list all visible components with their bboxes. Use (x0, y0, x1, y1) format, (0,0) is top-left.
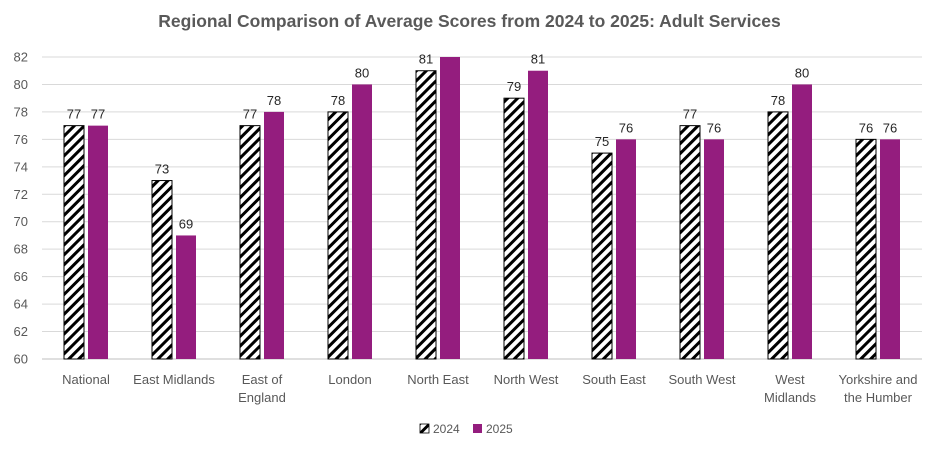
bar-2024-north-west (503, 97, 525, 360)
x-tick-label: South East (582, 372, 646, 387)
data-label: 77 (683, 107, 697, 122)
x-tick-label: London (328, 372, 371, 387)
x-tick-label: England (238, 390, 286, 405)
y-tick-label: 60 (14, 352, 28, 367)
data-label: 76 (707, 120, 721, 135)
bar-2025-north-west (528, 70, 548, 360)
data-label: 77 (91, 107, 105, 122)
data-label: 69 (179, 216, 193, 231)
legend-swatch-2024 (419, 423, 430, 434)
x-tick-label: South West (669, 372, 736, 387)
x-tick-label: East Midlands (133, 372, 215, 387)
bar-2024-national (63, 125, 85, 360)
bar-2025-south-east (616, 139, 636, 359)
bars (63, 57, 900, 360)
y-tick-label: 68 (14, 242, 28, 257)
x-tick-label: East of (242, 372, 283, 387)
chart-title: Regional Comparison of Average Scores fr… (158, 11, 781, 31)
gridlines (42, 56, 922, 360)
y-tick-label: 76 (14, 132, 28, 147)
bar-2025-west-midlands (792, 84, 812, 360)
bar-2024-south-east (591, 152, 613, 360)
data-label: 81 (531, 52, 545, 67)
y-tick-label: 82 (14, 50, 28, 65)
x-tick-label: Midlands (764, 390, 817, 405)
data-label: 78 (771, 93, 785, 108)
x-tick-label: Yorkshire and (838, 372, 917, 387)
bar-2024-east-midlands (151, 180, 173, 360)
bar-2024-west-midlands (767, 111, 789, 360)
data-label: 76 (619, 120, 633, 135)
data-label: 78 (267, 93, 281, 108)
y-tick-label: 70 (14, 214, 28, 229)
bar-2025-east-midlands (176, 235, 196, 359)
y-tick-label: 66 (14, 269, 28, 284)
legend-label-2024: 2024 (433, 422, 460, 436)
y-tick-label: 78 (14, 104, 28, 119)
data-label: 80 (795, 65, 809, 80)
legend-label-2025: 2025 (486, 422, 513, 436)
bar-2025-london (352, 84, 372, 360)
data-label: 81 (419, 52, 433, 67)
bar-2025-north-east (440, 57, 460, 359)
bar-2024-north-east (415, 70, 437, 360)
y-tick-label: 72 (14, 187, 28, 202)
x-tick-label: the Humber (844, 390, 913, 405)
data-label: 80 (355, 65, 369, 80)
data-label: 73 (155, 162, 169, 177)
y-tick-label: 80 (14, 77, 28, 92)
bar-2025-yorkshire-and-the-humber (880, 139, 900, 359)
y-tick-label: 62 (14, 324, 28, 339)
bar-2025-south-west (704, 139, 724, 359)
y-tick-label: 64 (14, 297, 28, 312)
data-label: 78 (331, 93, 345, 108)
x-tick-label: West (775, 372, 805, 387)
y-axis-ticks: 60 62 64 66 68 70 72 74 76 78 80 82 (14, 50, 28, 367)
legend-swatch-2025 (473, 424, 482, 433)
bar-2024-east-of-england (239, 125, 261, 360)
bar-2024-south-west (679, 125, 701, 360)
x-tick-label: North East (407, 372, 469, 387)
legend: 2024 2025 (419, 422, 513, 436)
data-label: 75 (595, 134, 609, 149)
x-tick-label: National (62, 372, 110, 387)
x-axis-ticks: National East Midlands East of England Londo… (62, 372, 917, 405)
bar-2025-east-of-england (264, 111, 284, 359)
bar-2024-london (327, 111, 349, 360)
data-label: 77 (243, 107, 257, 122)
data-label: 77 (67, 107, 81, 122)
data-labels: 77 77 73 69 77 78 78 80 81 79 81 75 76 77 76 78 80 76 76 (67, 52, 897, 232)
y-tick-label: 74 (14, 159, 28, 174)
bar-2025-national (88, 125, 108, 360)
x-tick-label: North West (494, 372, 559, 387)
bar-2024-yorkshire-and-the-humber (855, 138, 877, 360)
data-label: 76 (883, 120, 897, 135)
data-label: 79 (507, 79, 521, 94)
data-label: 76 (859, 120, 873, 135)
